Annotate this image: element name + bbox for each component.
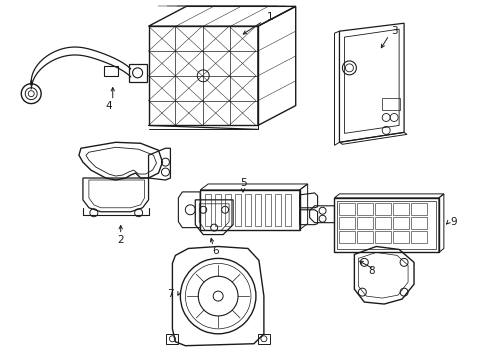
Bar	[357, 217, 373, 229]
Bar	[335, 198, 439, 252]
Bar	[275, 194, 281, 226]
Bar	[411, 203, 427, 215]
Bar	[104, 66, 118, 76]
Text: 7: 7	[167, 289, 174, 299]
Bar	[393, 203, 409, 215]
Bar	[340, 203, 355, 215]
Bar	[245, 194, 251, 226]
Text: 1: 1	[267, 12, 273, 22]
Bar	[235, 194, 241, 226]
Bar	[338, 201, 436, 249]
Bar	[340, 231, 355, 243]
Bar	[205, 194, 211, 226]
Bar	[393, 231, 409, 243]
Bar	[258, 334, 270, 344]
Bar	[375, 231, 391, 243]
Bar	[129, 64, 147, 82]
Text: 3: 3	[391, 26, 397, 36]
Bar	[357, 231, 373, 243]
Bar	[167, 334, 178, 344]
Text: 4: 4	[105, 100, 112, 111]
Bar	[393, 217, 409, 229]
Bar	[255, 194, 261, 226]
Text: 5: 5	[240, 178, 246, 188]
Text: 6: 6	[212, 247, 219, 256]
Bar	[285, 194, 291, 226]
Text: 9: 9	[450, 217, 457, 227]
Bar	[411, 231, 427, 243]
Bar	[225, 194, 231, 226]
Bar	[357, 203, 373, 215]
Bar	[265, 194, 271, 226]
Bar	[200, 190, 300, 230]
Bar	[375, 217, 391, 229]
Bar	[382, 98, 400, 109]
Bar	[411, 217, 427, 229]
Bar	[375, 203, 391, 215]
Text: 2: 2	[118, 234, 124, 244]
Bar	[215, 194, 221, 226]
Bar	[340, 217, 355, 229]
Text: 8: 8	[368, 266, 374, 276]
